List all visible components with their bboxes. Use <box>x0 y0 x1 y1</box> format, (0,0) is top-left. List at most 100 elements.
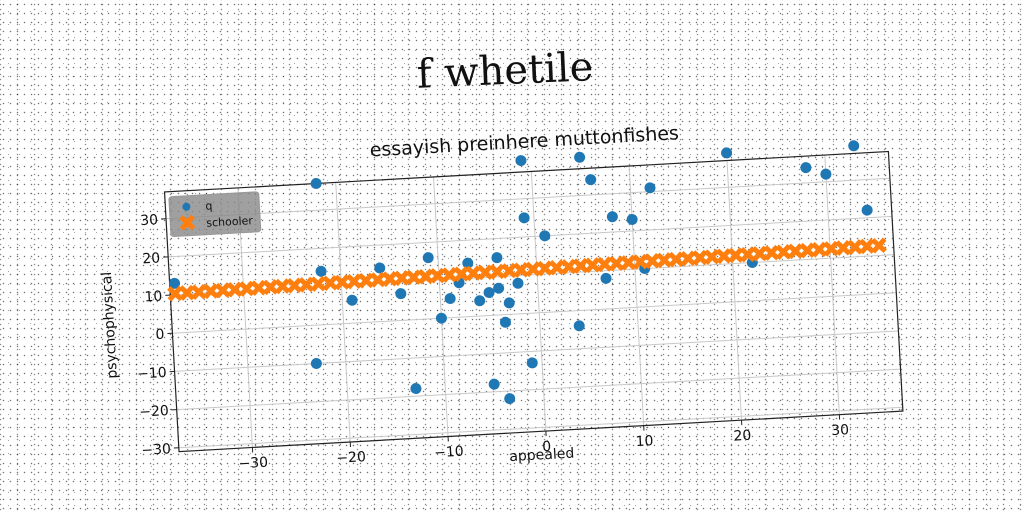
legend: q schooler <box>168 191 262 238</box>
y-tick-label: 10 <box>144 289 163 306</box>
data-point-schooler <box>584 257 601 274</box>
x-tick-label: −20 <box>336 449 366 467</box>
data-point-q <box>518 212 530 224</box>
x-gridline <box>433 176 449 437</box>
data-point-q <box>574 151 586 163</box>
data-point-q <box>644 182 656 194</box>
data-point-schooler <box>357 272 374 289</box>
data-point-schooler <box>775 244 792 261</box>
data-point-q <box>474 295 486 307</box>
data-point-q <box>721 147 733 159</box>
data-point-q <box>395 288 407 300</box>
data-point-q <box>539 230 551 242</box>
x-tick-label: 30 <box>831 422 850 439</box>
data-point-schooler <box>644 252 661 269</box>
data-point-schooler <box>322 275 339 292</box>
data-point-schooler <box>632 253 649 270</box>
x-tick-label: −30 <box>238 455 268 473</box>
data-point-schooler <box>202 283 219 300</box>
chart-figure: essayish preinhere muttonfishes −30 −20 −1… <box>99 110 904 472</box>
data-point-q <box>626 213 638 225</box>
data-point-schooler <box>334 274 351 291</box>
data-point-q <box>499 316 511 328</box>
data-point-schooler <box>262 279 279 296</box>
data-point-schooler <box>859 238 875 255</box>
x-tick-label: −10 <box>434 444 464 462</box>
y-tick-label: −30 <box>141 441 171 459</box>
data-point-schooler <box>190 284 207 300</box>
y-tick-label: −10 <box>137 365 167 383</box>
data-point-schooler <box>393 270 410 287</box>
data-point-schooler <box>680 250 697 267</box>
y-tick-label: 30 <box>140 212 159 229</box>
legend-marker-schooler <box>179 214 196 231</box>
legend-label-schooler: schooler <box>206 214 254 230</box>
legend-marker-q <box>182 202 191 211</box>
x-gridline <box>726 160 743 421</box>
data-point-schooler <box>513 261 530 278</box>
data-point-q <box>310 178 322 190</box>
x-tick-label: 20 <box>733 428 752 445</box>
data-point-schooler <box>238 280 255 297</box>
data-point-q <box>315 265 327 277</box>
data-point-schooler <box>739 246 756 263</box>
data-point-schooler <box>417 268 434 285</box>
data-point-schooler <box>692 249 708 266</box>
data-point-schooler <box>548 259 565 276</box>
y-gridline <box>172 292 897 334</box>
data-point-schooler <box>560 258 577 275</box>
data-point-q <box>861 204 873 216</box>
data-point-schooler <box>298 276 315 293</box>
x-gridline <box>628 165 645 426</box>
data-point-schooler <box>286 277 303 294</box>
data-point-schooler <box>727 247 744 264</box>
data-point-q <box>606 211 618 223</box>
y-tick-label: 0 <box>155 327 165 343</box>
data-point-schooler <box>179 284 196 301</box>
legend-label-q: q <box>205 199 213 212</box>
data-point-schooler <box>524 261 541 278</box>
scatter-chart: essayish preinhere muttonfishes −30 −20 −1… <box>99 122 904 472</box>
data-point-schooler <box>596 256 613 273</box>
figure-suptitle: f whetile <box>415 44 595 98</box>
data-point-q <box>346 294 358 306</box>
data-point-schooler <box>310 275 327 292</box>
data-point-q <box>800 162 812 174</box>
data-point-q <box>526 357 538 369</box>
data-point-schooler <box>441 266 458 283</box>
data-point-schooler <box>870 237 887 254</box>
data-point-schooler <box>847 239 864 256</box>
data-point-q <box>573 320 585 332</box>
data-point-schooler <box>608 255 625 272</box>
data-point-schooler <box>477 264 494 281</box>
data-point-q <box>462 257 474 269</box>
axis-ticks: −30 −20 −10 0 10 20 30 −30 −20 −10 0 10 20 30 <box>137 212 850 473</box>
data-point-q <box>422 252 434 264</box>
data-point-schooler <box>250 279 267 296</box>
x-axis-label: appealed <box>509 446 575 466</box>
data-point-schooler <box>453 266 470 283</box>
x-tick-label: 10 <box>635 433 654 450</box>
data-point-schooler <box>823 240 840 257</box>
y-gridline <box>165 177 890 220</box>
data-point-schooler <box>274 278 291 295</box>
data-point-schooler <box>787 243 804 260</box>
data-point-schooler <box>715 248 732 265</box>
data-point-schooler <box>405 269 422 286</box>
y-gridline <box>174 330 899 372</box>
data-point-q <box>310 357 322 369</box>
data-point-q <box>600 272 612 284</box>
data-point-schooler <box>369 271 386 288</box>
data-point-schooler <box>214 282 231 299</box>
grid <box>165 155 903 449</box>
data-point-q <box>493 282 505 294</box>
data-point-schooler <box>465 265 482 282</box>
data-point-schooler <box>668 251 685 268</box>
plot-frame <box>163 150 904 453</box>
data-point-schooler <box>167 285 184 302</box>
data-point-schooler <box>811 241 828 258</box>
data-point-q <box>504 393 516 405</box>
data-point-schooler <box>429 267 446 284</box>
data-point-q <box>820 168 832 180</box>
data-point-schooler <box>226 281 243 298</box>
